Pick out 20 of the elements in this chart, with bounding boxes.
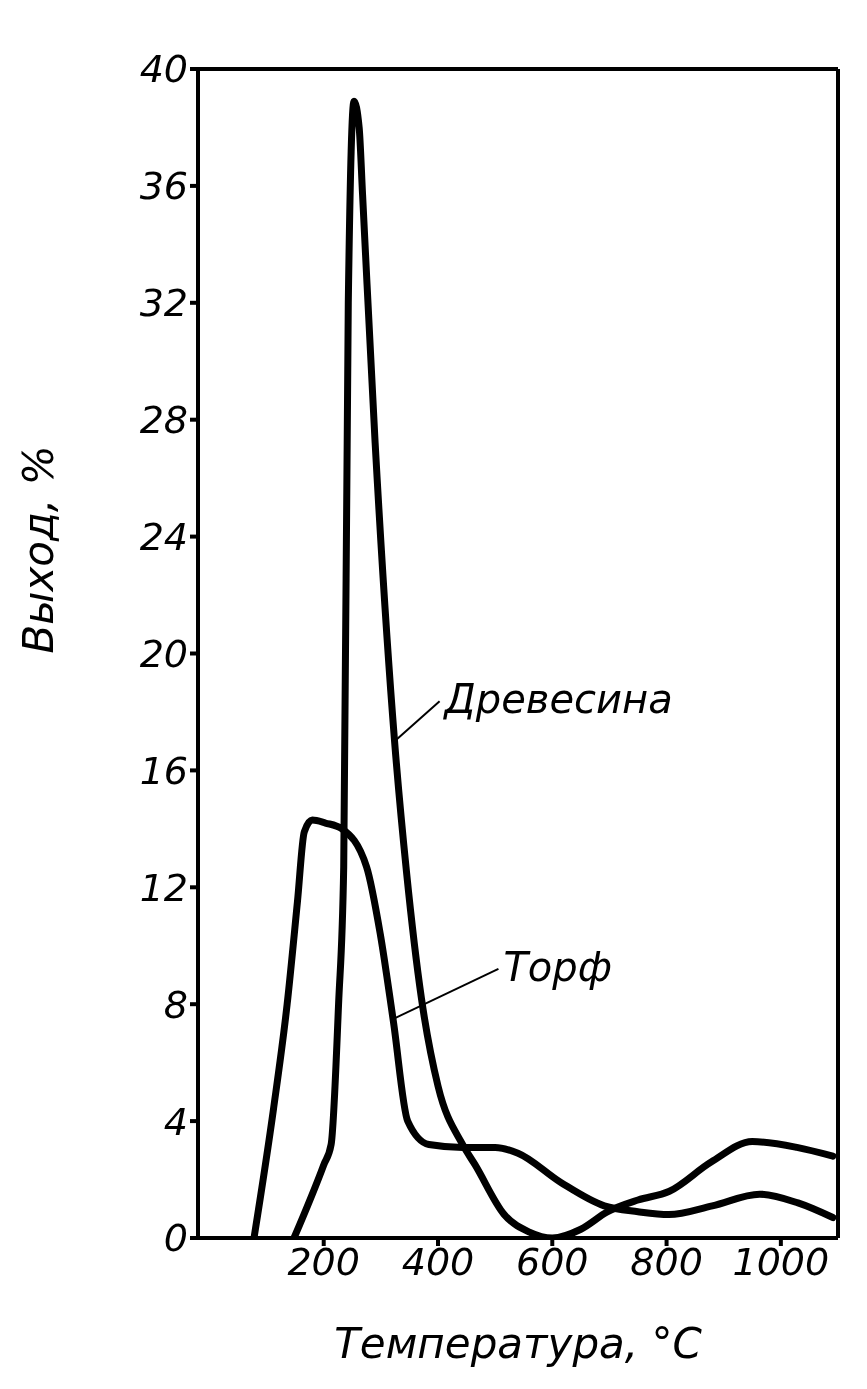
x-tick-label: 800 — [630, 1239, 703, 1284]
y-tick-label: 28 — [139, 398, 188, 443]
x-tick-label: 400 — [401, 1239, 475, 1284]
y-tick-label: 24 — [139, 515, 188, 560]
annotation: Торф — [503, 943, 612, 990]
y-axis-title: Выход, % — [13, 445, 63, 654]
y-tick-label: 20 — [139, 631, 188, 676]
annotation: Древесина — [442, 676, 673, 723]
x-axis-title: Температура, °С — [334, 1319, 703, 1368]
y-tick-label: 4 — [163, 1099, 188, 1144]
y-tick-label: 40 — [139, 47, 188, 92]
y-tick-label: 0 — [163, 1216, 188, 1261]
y-tick-label: 16 — [139, 748, 188, 793]
x-tick-label: 600 — [516, 1239, 589, 1284]
y-tick-label: 32 — [139, 281, 188, 326]
x-tick-label: 200 — [287, 1239, 360, 1284]
y-tick-label: 12 — [139, 865, 188, 910]
y-tick-label: 36 — [139, 164, 188, 209]
x-tick-label: 1000 — [732, 1239, 830, 1284]
y-tick-label: 8 — [163, 982, 188, 1027]
